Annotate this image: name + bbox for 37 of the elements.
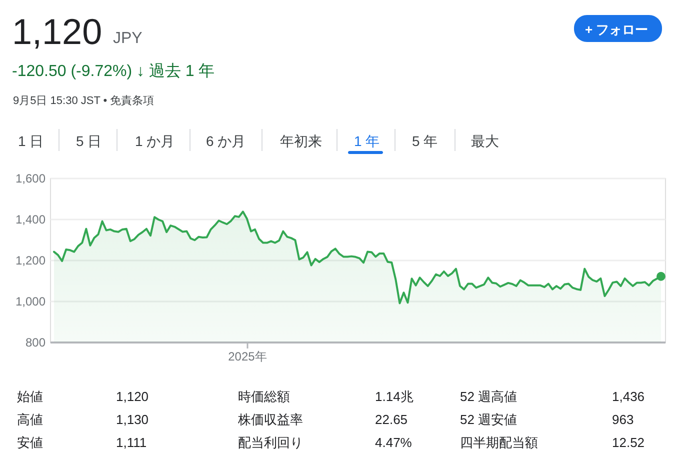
text: 1,130 <box>116 412 149 427</box>
y-tick-label: 1,400 <box>15 212 46 226</box>
text: 1,111 <box>116 435 147 450</box>
text: 5 日 <box>76 133 102 149</box>
text: 9月5日 15:30 JST • 免責条項 <box>13 94 154 107</box>
text: 株価収益率 <box>237 412 303 427</box>
text: + フォロー <box>585 22 648 37</box>
text: 1 日 <box>18 133 44 149</box>
text: 4.47% <box>375 435 412 450</box>
chart-subtitle: -120.50 (-9.72%) ↓ 過去 1 年 <box>12 62 215 80</box>
text: 高値 <box>17 412 43 427</box>
y-tick-label: 1,000 <box>15 294 46 308</box>
text: 52 週安値 <box>460 412 518 427</box>
text: 22.65 <box>375 412 408 427</box>
text: 最大 <box>471 133 499 149</box>
text: 1 年 <box>354 133 380 149</box>
y-tick-label: 800 <box>25 336 46 350</box>
x-tick-label: 2025年 <box>228 350 267 364</box>
text: 時価総額 <box>238 389 290 404</box>
text: 12.52 <box>612 435 645 450</box>
text: 963 <box>612 412 634 427</box>
text: 1,120 <box>116 389 149 404</box>
y-tick-label: 1,600 <box>15 172 46 186</box>
text: 配当利回り <box>238 435 303 450</box>
text: 6 か月 <box>206 133 246 149</box>
text: 1 か月 <box>135 133 175 149</box>
text: 安値 <box>17 435 43 450</box>
text: 1,436 <box>612 389 645 404</box>
text: 1.14兆 <box>375 389 414 404</box>
text: 始値 <box>17 389 43 404</box>
y-tick-label: 1,200 <box>15 254 46 268</box>
text: JPY <box>113 30 143 47</box>
text: 52 週高値 <box>460 389 518 404</box>
text: 年初来 <box>280 133 322 149</box>
text: 1,120 <box>12 11 102 52</box>
text: 5 年 <box>412 133 438 149</box>
text: 四半期配当額 <box>460 435 538 450</box>
